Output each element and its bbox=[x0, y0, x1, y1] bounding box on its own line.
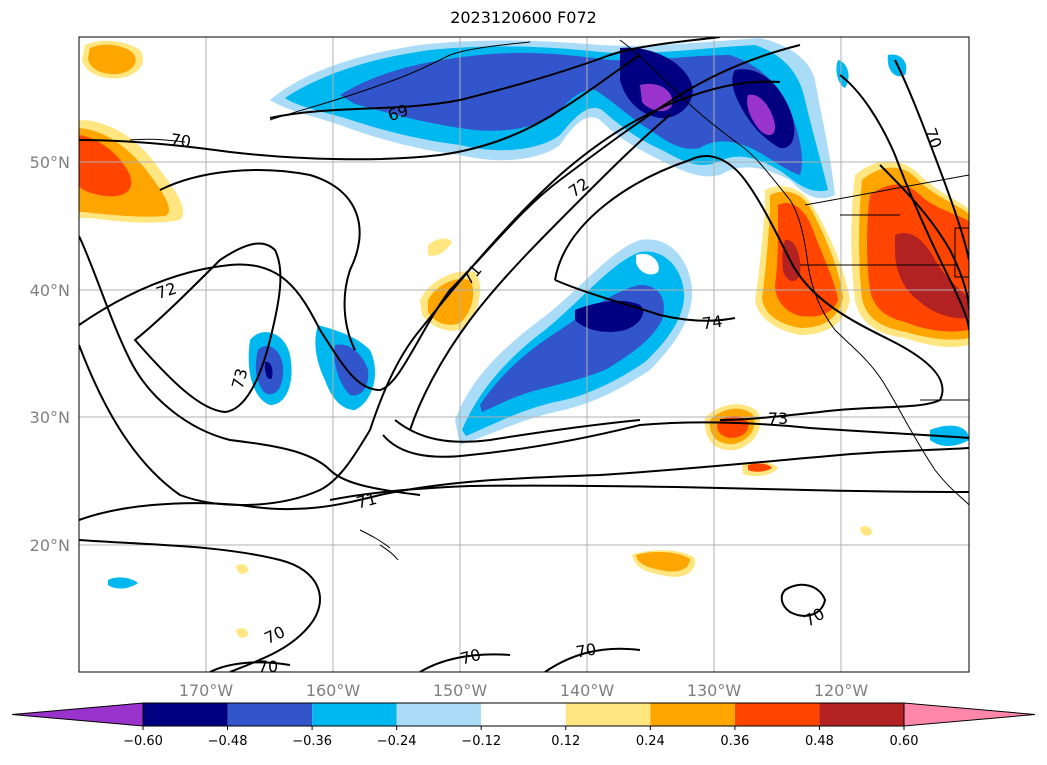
colorbar-segment bbox=[143, 703, 228, 726]
contour-label: 71 bbox=[354, 489, 379, 513]
contour-label: 74 bbox=[701, 312, 724, 334]
colorbar-tick-label: −0.48 bbox=[208, 734, 248, 749]
map-frame bbox=[78, 36, 970, 673]
lat-label-40n: 40°N bbox=[30, 281, 70, 300]
colorbar-tick-label: 0.36 bbox=[720, 734, 749, 749]
colorbar-frame bbox=[142, 702, 905, 727]
lon-label-130w: 130°W bbox=[687, 681, 742, 700]
colorbar-tick-label: 0.48 bbox=[805, 734, 834, 749]
longitude-labels: 170°W 160°W 150°W 140°W 130°W 120°W bbox=[179, 681, 869, 700]
colorbar-segment bbox=[227, 703, 313, 726]
colorbar-segment bbox=[396, 703, 482, 726]
map-title: 2023120600 F072 bbox=[450, 8, 597, 27]
colorbar-segment bbox=[734, 703, 820, 726]
lon-label-160w: 160°W bbox=[306, 681, 361, 700]
lon-label-150w: 150°W bbox=[433, 681, 488, 700]
colorbar: −0.60 −0.48 −0.36 −0.24 −0.12 0.12 0.24 0.36 0.4… bbox=[11, 702, 1036, 749]
colorbar-tick-label: 0.24 bbox=[636, 734, 665, 749]
coastlines bbox=[129, 39, 969, 561]
lon-label-140w: 140°W bbox=[560, 681, 615, 700]
contour-label: 70 bbox=[458, 645, 483, 669]
colorbar-tick-label: −0.12 bbox=[461, 734, 501, 749]
colorbar-extend-left bbox=[11, 702, 144, 727]
contour-label: 73 bbox=[228, 366, 252, 391]
contour-label: 70 bbox=[258, 657, 278, 676]
colorbar-tick-label: −0.24 bbox=[377, 734, 417, 749]
lat-label-30n: 30°N bbox=[30, 408, 70, 427]
contour-labels: 69 70 70 72 72 71 73 74 73 71 70 70 70 7… bbox=[154, 100, 946, 676]
lon-label-170w: 170°W bbox=[179, 681, 234, 700]
anomaly-fill-layer bbox=[79, 38, 969, 638]
latitude-labels: 50°N 40°N 30°N 20°N bbox=[30, 153, 70, 555]
graticule bbox=[79, 37, 969, 672]
colorbar-segment bbox=[650, 703, 735, 726]
contour-label: 73 bbox=[768, 409, 788, 428]
colorbar-segment bbox=[312, 703, 397, 726]
colorbar-segment bbox=[565, 703, 651, 726]
contour-label: 70 bbox=[169, 130, 192, 152]
colorbar-tick-label: −0.36 bbox=[292, 734, 332, 749]
colorbar-segment bbox=[481, 703, 566, 726]
colorbar-extend-right bbox=[903, 702, 1036, 727]
colorbar-segment bbox=[819, 703, 904, 726]
colorbar-tick-label: 0.12 bbox=[551, 734, 580, 749]
colorbar-tick-label: −0.60 bbox=[123, 734, 163, 749]
contour-label: 70 bbox=[574, 639, 597, 661]
height-contours bbox=[79, 37, 969, 672]
lon-label-120w: 120°W bbox=[814, 681, 869, 700]
lat-label-50n: 50°N bbox=[30, 153, 70, 172]
colorbar-tick-label: 0.60 bbox=[890, 734, 919, 749]
lat-label-20n: 20°N bbox=[30, 536, 70, 555]
